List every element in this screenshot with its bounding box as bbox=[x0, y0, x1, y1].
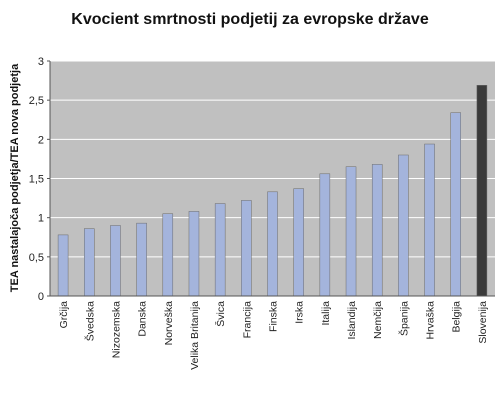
bar bbox=[241, 200, 252, 297]
bar bbox=[136, 222, 147, 297]
bar bbox=[110, 225, 121, 297]
x-tick-label: Grčija bbox=[58, 301, 70, 329]
bar bbox=[214, 203, 226, 297]
bar bbox=[424, 143, 435, 297]
x-tick-label: Irska bbox=[294, 301, 306, 324]
y-tick-labels: 0 0,5 1 1,5 2 2,5 3 bbox=[29, 56, 44, 303]
x-tick-label: Hrvaška bbox=[425, 301, 437, 340]
y-tick-label: 2,5 bbox=[29, 95, 44, 107]
y-axis-label: TEA nastalajoča podjetja/TEA nova podjet… bbox=[9, 63, 21, 292]
y-tick-label: 0,5 bbox=[29, 252, 44, 264]
bar bbox=[267, 191, 278, 297]
bar bbox=[57, 234, 69, 297]
bar bbox=[476, 85, 488, 297]
bar bbox=[162, 213, 174, 297]
bar bbox=[319, 173, 331, 297]
bar bbox=[188, 211, 200, 297]
x-tick-label: Francija bbox=[241, 301, 253, 339]
x-tick-label: Švica bbox=[214, 301, 227, 327]
x-tick-label: Nizozemska bbox=[110, 301, 122, 358]
y-tick-label: 1 bbox=[38, 213, 44, 225]
chart-title: Kvocient smrtnosti podjetij za evropske … bbox=[71, 11, 429, 28]
axes bbox=[47, 60, 495, 297]
y-tick-label: 1,5 bbox=[29, 174, 44, 186]
y-tick-label: 3 bbox=[38, 56, 44, 68]
x-tick-label: Finska bbox=[268, 301, 280, 332]
x-tick-label: Danska bbox=[137, 301, 149, 337]
x-tick-label: Slovenija bbox=[477, 301, 489, 344]
bar bbox=[450, 112, 461, 297]
x-tick-label: Italija bbox=[320, 301, 332, 326]
x-tick-label: Belgija bbox=[451, 301, 463, 333]
y-tick-label: 2 bbox=[38, 134, 44, 146]
bar bbox=[371, 164, 383, 297]
bar bbox=[398, 154, 409, 297]
x-tick-label: Norveška bbox=[163, 301, 175, 346]
x-tick-labels: Grčija Švedska Nizozemska Danska Norveška Vel… bbox=[58, 301, 489, 370]
y-tick-label: 0 bbox=[38, 291, 44, 303]
x-tick-label: Velika Britanija bbox=[189, 301, 201, 370]
x-tick-label: Nemčija bbox=[372, 301, 384, 339]
x-tick-label: Islandija bbox=[346, 301, 358, 340]
bar bbox=[345, 166, 357, 297]
x-tick-label: Španija bbox=[397, 301, 410, 336]
bars bbox=[57, 85, 488, 297]
x-tick-label: Švedska bbox=[83, 301, 96, 341]
bar bbox=[84, 228, 95, 297]
bar bbox=[293, 188, 304, 297]
